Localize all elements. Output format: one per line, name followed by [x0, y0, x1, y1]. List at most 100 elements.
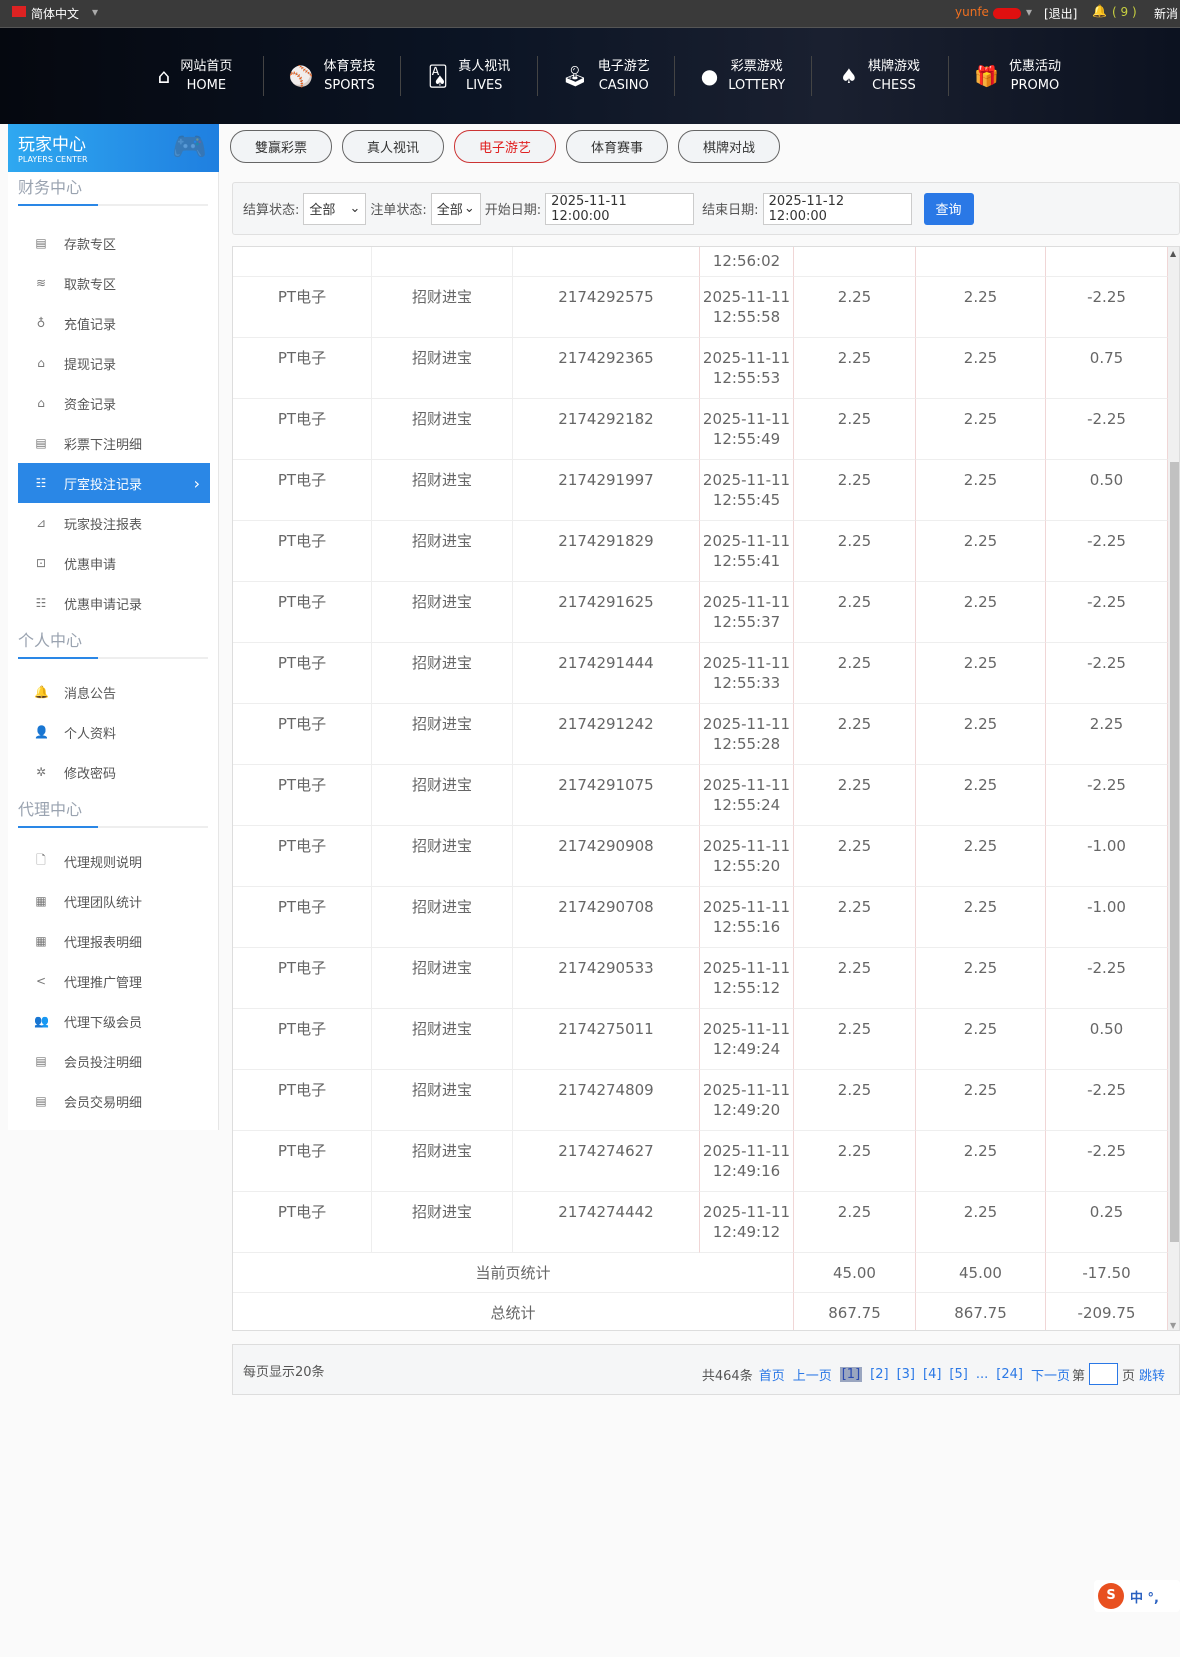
stats-label: 总统计 [233, 1293, 794, 1330]
table-cell-win-loss: 0.25 [1046, 1192, 1168, 1253]
page-link-4[interactable]: [4] [923, 1366, 942, 1382]
nav-label-en: HOME [186, 78, 227, 93]
table-cell-bet-id: 2174292575 [513, 277, 700, 338]
table-cell-win-loss: -2.25 [1046, 765, 1168, 826]
scrollbar[interactable]: ▲ ▼ [1168, 247, 1179, 1330]
ime-toolbar[interactable]: S 中 °, [1094, 1580, 1180, 1612]
cell-text: 12:49:16 [712, 1162, 781, 1180]
language-selector[interactable]: 简体中文 [31, 7, 80, 21]
user-menu-chevron-icon[interactable]: ▾ [1026, 5, 1033, 19]
scroll-down-icon[interactable]: ▼ [1170, 1321, 1177, 1330]
sidebar-item[interactable]: ≋ 取款专区 [18, 263, 210, 303]
table-cell-game-name: 招财进宝 [372, 1070, 513, 1131]
sidebar-item-label: 修改密码 [64, 766, 117, 782]
table-cell-bet-time: 2025-11-11 12:49:12 [700, 1192, 794, 1253]
nav-home[interactable]: ⌂ 网站首页 HOME [127, 56, 264, 96]
tab-game-category[interactable]: 雙赢彩票 [230, 130, 332, 163]
table-cell-game-name: 招财进宝 [372, 399, 513, 460]
sidebar-item[interactable]: ▦ 代理报表明细 [18, 921, 210, 961]
nav-lottery[interactable]: ● 彩票游戏 LOTTERY [675, 56, 812, 96]
table-cell-bet-amount: 2.25 [794, 1009, 916, 1070]
tab-game-category[interactable]: 体育赛事 [566, 130, 668, 163]
sidebar-item[interactable]: ♁ 充值记录 [18, 303, 210, 343]
sidebar-item[interactable]: ⊡ 优惠申请 [18, 543, 210, 583]
stats-label: 当前页统计 [233, 1253, 794, 1293]
tab-game-category[interactable]: 棋牌对战 [678, 130, 780, 163]
chevron-down-icon[interactable]: ▾ [92, 5, 99, 19]
nav-label: 电子游艺 CASINO [598, 57, 650, 95]
page-link-5[interactable]: [5] [949, 1366, 968, 1382]
sidebar-item[interactable]: ▦ 代理团队统计 [18, 881, 210, 921]
scroll-up-icon[interactable]: ▲ [1170, 249, 1177, 258]
scrollbar-thumb[interactable] [1170, 462, 1179, 1242]
table-cell-bet-id: 2174290908 [513, 826, 700, 887]
sidebar-item[interactable]: ⊿ 玩家投注报表 [18, 503, 210, 543]
logout-link[interactable]: [退出] [1044, 7, 1078, 21]
nav-casino[interactable]: 🕹 电子游艺 CASINO [538, 56, 675, 96]
table-cell-bet-id: 2174290533 [513, 948, 700, 1009]
nav-label-en: CASINO [598, 78, 649, 93]
sidebar-item[interactable]: ⌂ 提现记录 [18, 343, 210, 383]
ball-icon: ⚾ [288, 64, 314, 88]
page-link-1[interactable]: [1] [839, 1366, 863, 1382]
sidebar-item[interactable]: 👥 代理下级会员 [18, 1001, 210, 1041]
sidebar-item[interactable]: ▤ 会员投注明细 [18, 1041, 210, 1081]
nav-sports[interactable]: ⚾ 体育竞技 SPORTS [264, 56, 401, 96]
sidebar-item[interactable]: ✲ 修改密码 [18, 752, 210, 792]
bet-status-select[interactable]: 全部 ⌄ [430, 192, 481, 225]
menu-item-icon: ▤ [35, 1094, 47, 1108]
spade-icon: ♠ [840, 64, 858, 88]
nav-chess[interactable]: ♠ 棋牌游戏 CHESS [812, 56, 949, 96]
tab-game-category[interactable]: 真人视讯 [342, 130, 444, 163]
table-cell-valid-amount: 2.25 [916, 338, 1046, 399]
sidebar-item[interactable]: ▤ 会员交易明细 [18, 1081, 210, 1121]
goto-button[interactable]: 跳转 [1138, 1368, 1165, 1384]
sidebar-item-label: 优惠申请 [64, 557, 117, 573]
table-cell-valid-amount: 2.25 [916, 948, 1046, 1009]
sidebar-item[interactable]: ☷ 厅室投注记录 › [18, 463, 210, 503]
sidebar-item[interactable]: 🗋 代理规则说明 [18, 841, 210, 881]
table-cell-bet-time: 2025-11-11 12:55:37 [700, 582, 794, 643]
page-link-3[interactable]: [3] [896, 1366, 915, 1382]
sidebar-item[interactable]: 👤 个人资料 [18, 712, 210, 752]
table-cell-game-name: 招财进宝 [372, 826, 513, 887]
message-count[interactable]: ( 9 ) [1112, 5, 1137, 19]
message-label[interactable]: 新消 [1154, 7, 1179, 21]
next-page-link[interactable]: 下一页 [1030, 1368, 1070, 1384]
sidebar: 玩家中心 PLAYERS CENTER 🎮 财务中心 ▤ 存款专区 ≋ 取款专区 ♁ 充值记… [8, 124, 219, 1130]
tab-game-category[interactable]: 电子游艺 [454, 130, 556, 163]
stats-value: 867.75 [794, 1293, 916, 1330]
sidebar-section-title: 财务中心 [18, 174, 208, 206]
page-link-24[interactable]: [24] [996, 1366, 1023, 1382]
nav-lives[interactable]: 🂡 真人视讯 LIVES [401, 56, 538, 96]
end-date-input[interactable]: 2025-11-12 12:00:00 [762, 192, 912, 225]
table-cell-bet-amount: 2.25 [794, 399, 916, 460]
sidebar-item[interactable]: ▤ 存款专区 [18, 223, 210, 263]
sidebar-item[interactable]: ⌂ 资金记录 [18, 383, 210, 423]
username[interactable]: yunfe [955, 5, 989, 19]
table-cell-valid-amount: 2.25 [916, 1070, 1046, 1131]
table-cell-bet-id: 2174291444 [513, 643, 700, 704]
table-cell-bet-amount: 2.25 [794, 1131, 916, 1192]
prev-page-link[interactable]: 上一页 [792, 1368, 832, 1384]
table-cell-game-name: 招财进宝 [372, 338, 513, 399]
sidebar-item[interactable]: 🔔 消息公告 [18, 672, 210, 712]
start-date-input[interactable]: 2025-11-11 12:00:00 [545, 192, 695, 225]
ime-mode-icon[interactable]: 中 °, [1130, 1590, 1159, 1606]
sidebar-item[interactable]: < 代理推广管理 [18, 961, 210, 1001]
page-number-input[interactable] [1088, 1363, 1118, 1385]
stats-value: -209.75 [1046, 1293, 1168, 1330]
page-link-2[interactable]: [2] [870, 1366, 889, 1382]
sidebar-item[interactable]: ▤ 彩票下注明细 [18, 423, 210, 463]
table-cell-bet-time: 2025-11-11 12:55:24 [700, 765, 794, 826]
nav-promo[interactable]: 🎁 优惠活动 PROMO [949, 56, 1086, 96]
first-page-link[interactable]: 首页 [758, 1368, 785, 1384]
cell-text: 2025-11-11 [702, 593, 791, 611]
query-button[interactable]: 查询 [923, 192, 974, 225]
settle-status-select[interactable]: 全部 ⌄ [303, 192, 367, 225]
sidebar-item[interactable]: ☷ 优惠申请记录 [18, 583, 210, 623]
stats-value: -17.50 [1046, 1253, 1168, 1293]
cell-text: 12:55:28 [712, 735, 781, 753]
balls-icon: ● [700, 64, 719, 88]
bell-icon[interactable]: 🔔 [1092, 4, 1107, 18]
